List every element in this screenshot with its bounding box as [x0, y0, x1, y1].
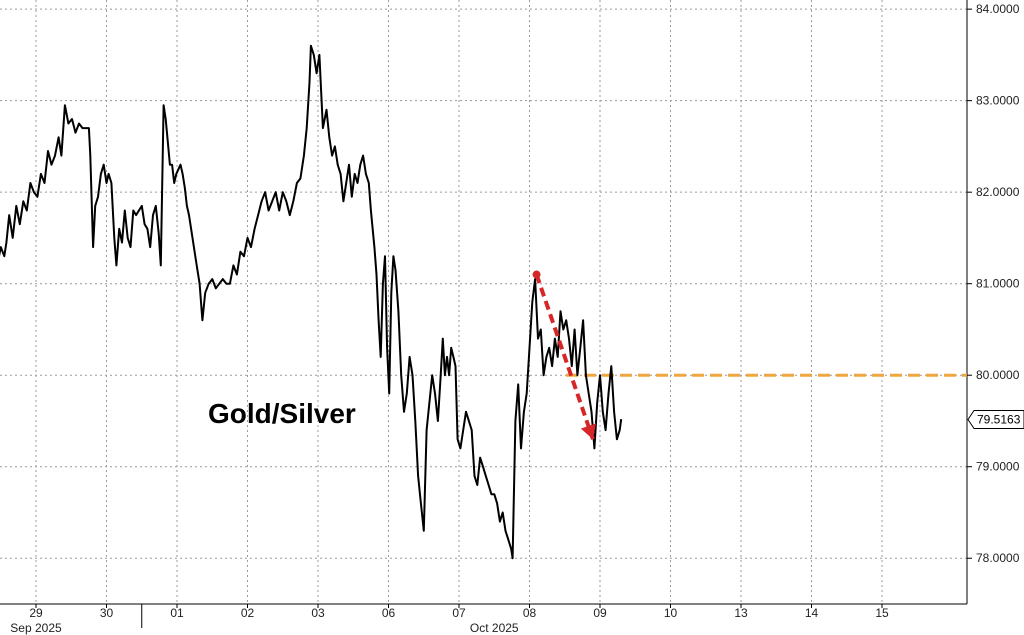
x-tick-label: 03	[311, 606, 325, 620]
x-tick-label: 02	[241, 606, 255, 620]
y-axis-ticks: 78.0000 79.0000 80.0000 81.0000 82.0000 83.00…	[967, 2, 1020, 565]
x-tick-label: 01	[170, 606, 184, 620]
arrow-head	[580, 423, 596, 440]
month-label: Oct 2025	[470, 621, 519, 635]
trend-arrow	[532, 270, 596, 440]
series-layer	[0, 44, 623, 560]
x-tick-label: 09	[593, 606, 607, 620]
y-tick-label: 83.0000	[976, 94, 1020, 108]
x-tick-label: 10	[664, 606, 678, 620]
y-tick-label: 84.0000	[976, 2, 1020, 16]
x-tick-label: 30	[100, 606, 114, 620]
x-tick-label: 29	[29, 606, 43, 620]
series-line	[0, 44, 623, 560]
month-label: Sep 2025	[10, 621, 62, 635]
x-tick-label: 13	[734, 606, 748, 620]
grid	[0, 0, 967, 604]
x-tick-label: 07	[452, 606, 466, 620]
y-tick-label: 82.0000	[976, 185, 1020, 199]
chart-title: Gold/Silver	[208, 398, 356, 429]
last-value-label: 79.5163	[977, 412, 1021, 426]
x-tick-label: 06	[382, 606, 396, 620]
y-tick-label: 79.0000	[976, 460, 1020, 474]
month-labels: Sep 2025 Oct 2025	[10, 621, 519, 635]
y-tick-label: 78.0000	[976, 551, 1020, 565]
x-axis-ticks: 29 30 01 02 03 06 07 08 09 10 13 14 15	[29, 604, 889, 628]
last-value-tag: 79.5163	[967, 409, 1024, 429]
x-tick-label: 14	[805, 606, 819, 620]
last-value-box	[967, 409, 1024, 429]
y-tick-label: 80.0000	[976, 368, 1020, 382]
x-tick-label: 15	[875, 606, 889, 620]
y-tick-label: 81.0000	[976, 277, 1020, 291]
x-tick-label: 08	[523, 606, 537, 620]
arrow-shaft	[534, 273, 595, 440]
